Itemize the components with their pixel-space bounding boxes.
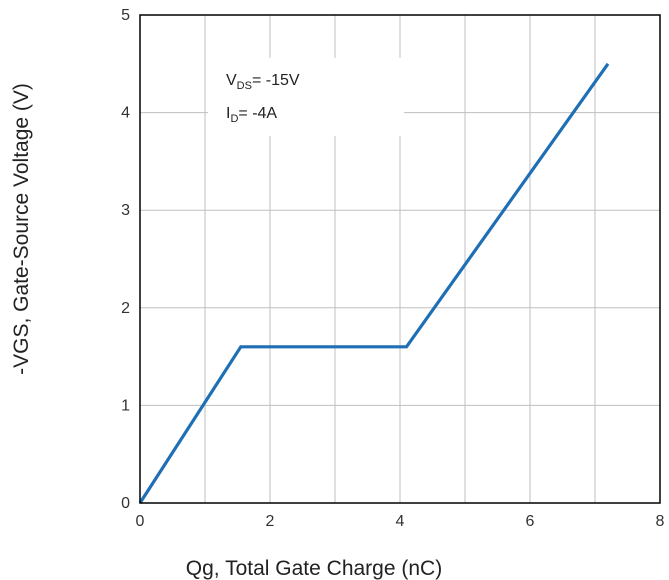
y-axis-label: -VGS, Gate-Source Voltage (V) xyxy=(10,83,33,375)
x-tick-label: 6 xyxy=(526,513,535,530)
x-tick-label: 0 xyxy=(136,513,145,530)
y-tick-label: 0 xyxy=(121,495,130,512)
annotation-vds: VDS= -15V xyxy=(226,72,300,92)
annotation-vds-value: = -15V xyxy=(252,72,300,89)
y-tick-label: 3 xyxy=(121,202,130,219)
x-tick-label: 4 xyxy=(396,513,405,530)
annotation-id-value: = -4A xyxy=(238,105,277,122)
plot-frame xyxy=(139,14,661,504)
series-line xyxy=(138,62,610,504)
y-tick-label: 4 xyxy=(121,105,130,122)
tick-labels: 0 2 4 6 8 0 1 2 3 4 5 xyxy=(121,7,664,530)
annotation-vds-main: V xyxy=(226,72,237,89)
y-tick-label: 1 xyxy=(121,397,130,414)
x-axis-label: Qg, Total Gate Charge (nC) xyxy=(186,557,442,580)
y-tick-label: 5 xyxy=(121,7,130,24)
y-tick-label: 2 xyxy=(121,300,130,317)
annotation-id: ID= -4A xyxy=(226,105,277,125)
annotation-background xyxy=(208,58,404,136)
annotation-id-main: I xyxy=(226,105,230,122)
annotation-id-sub: D xyxy=(230,113,238,125)
x-tick-label: 8 xyxy=(656,513,665,530)
series-layer xyxy=(138,62,610,504)
x-tick-label: 2 xyxy=(266,513,275,530)
annotation-vds-sub: DS xyxy=(237,80,252,92)
